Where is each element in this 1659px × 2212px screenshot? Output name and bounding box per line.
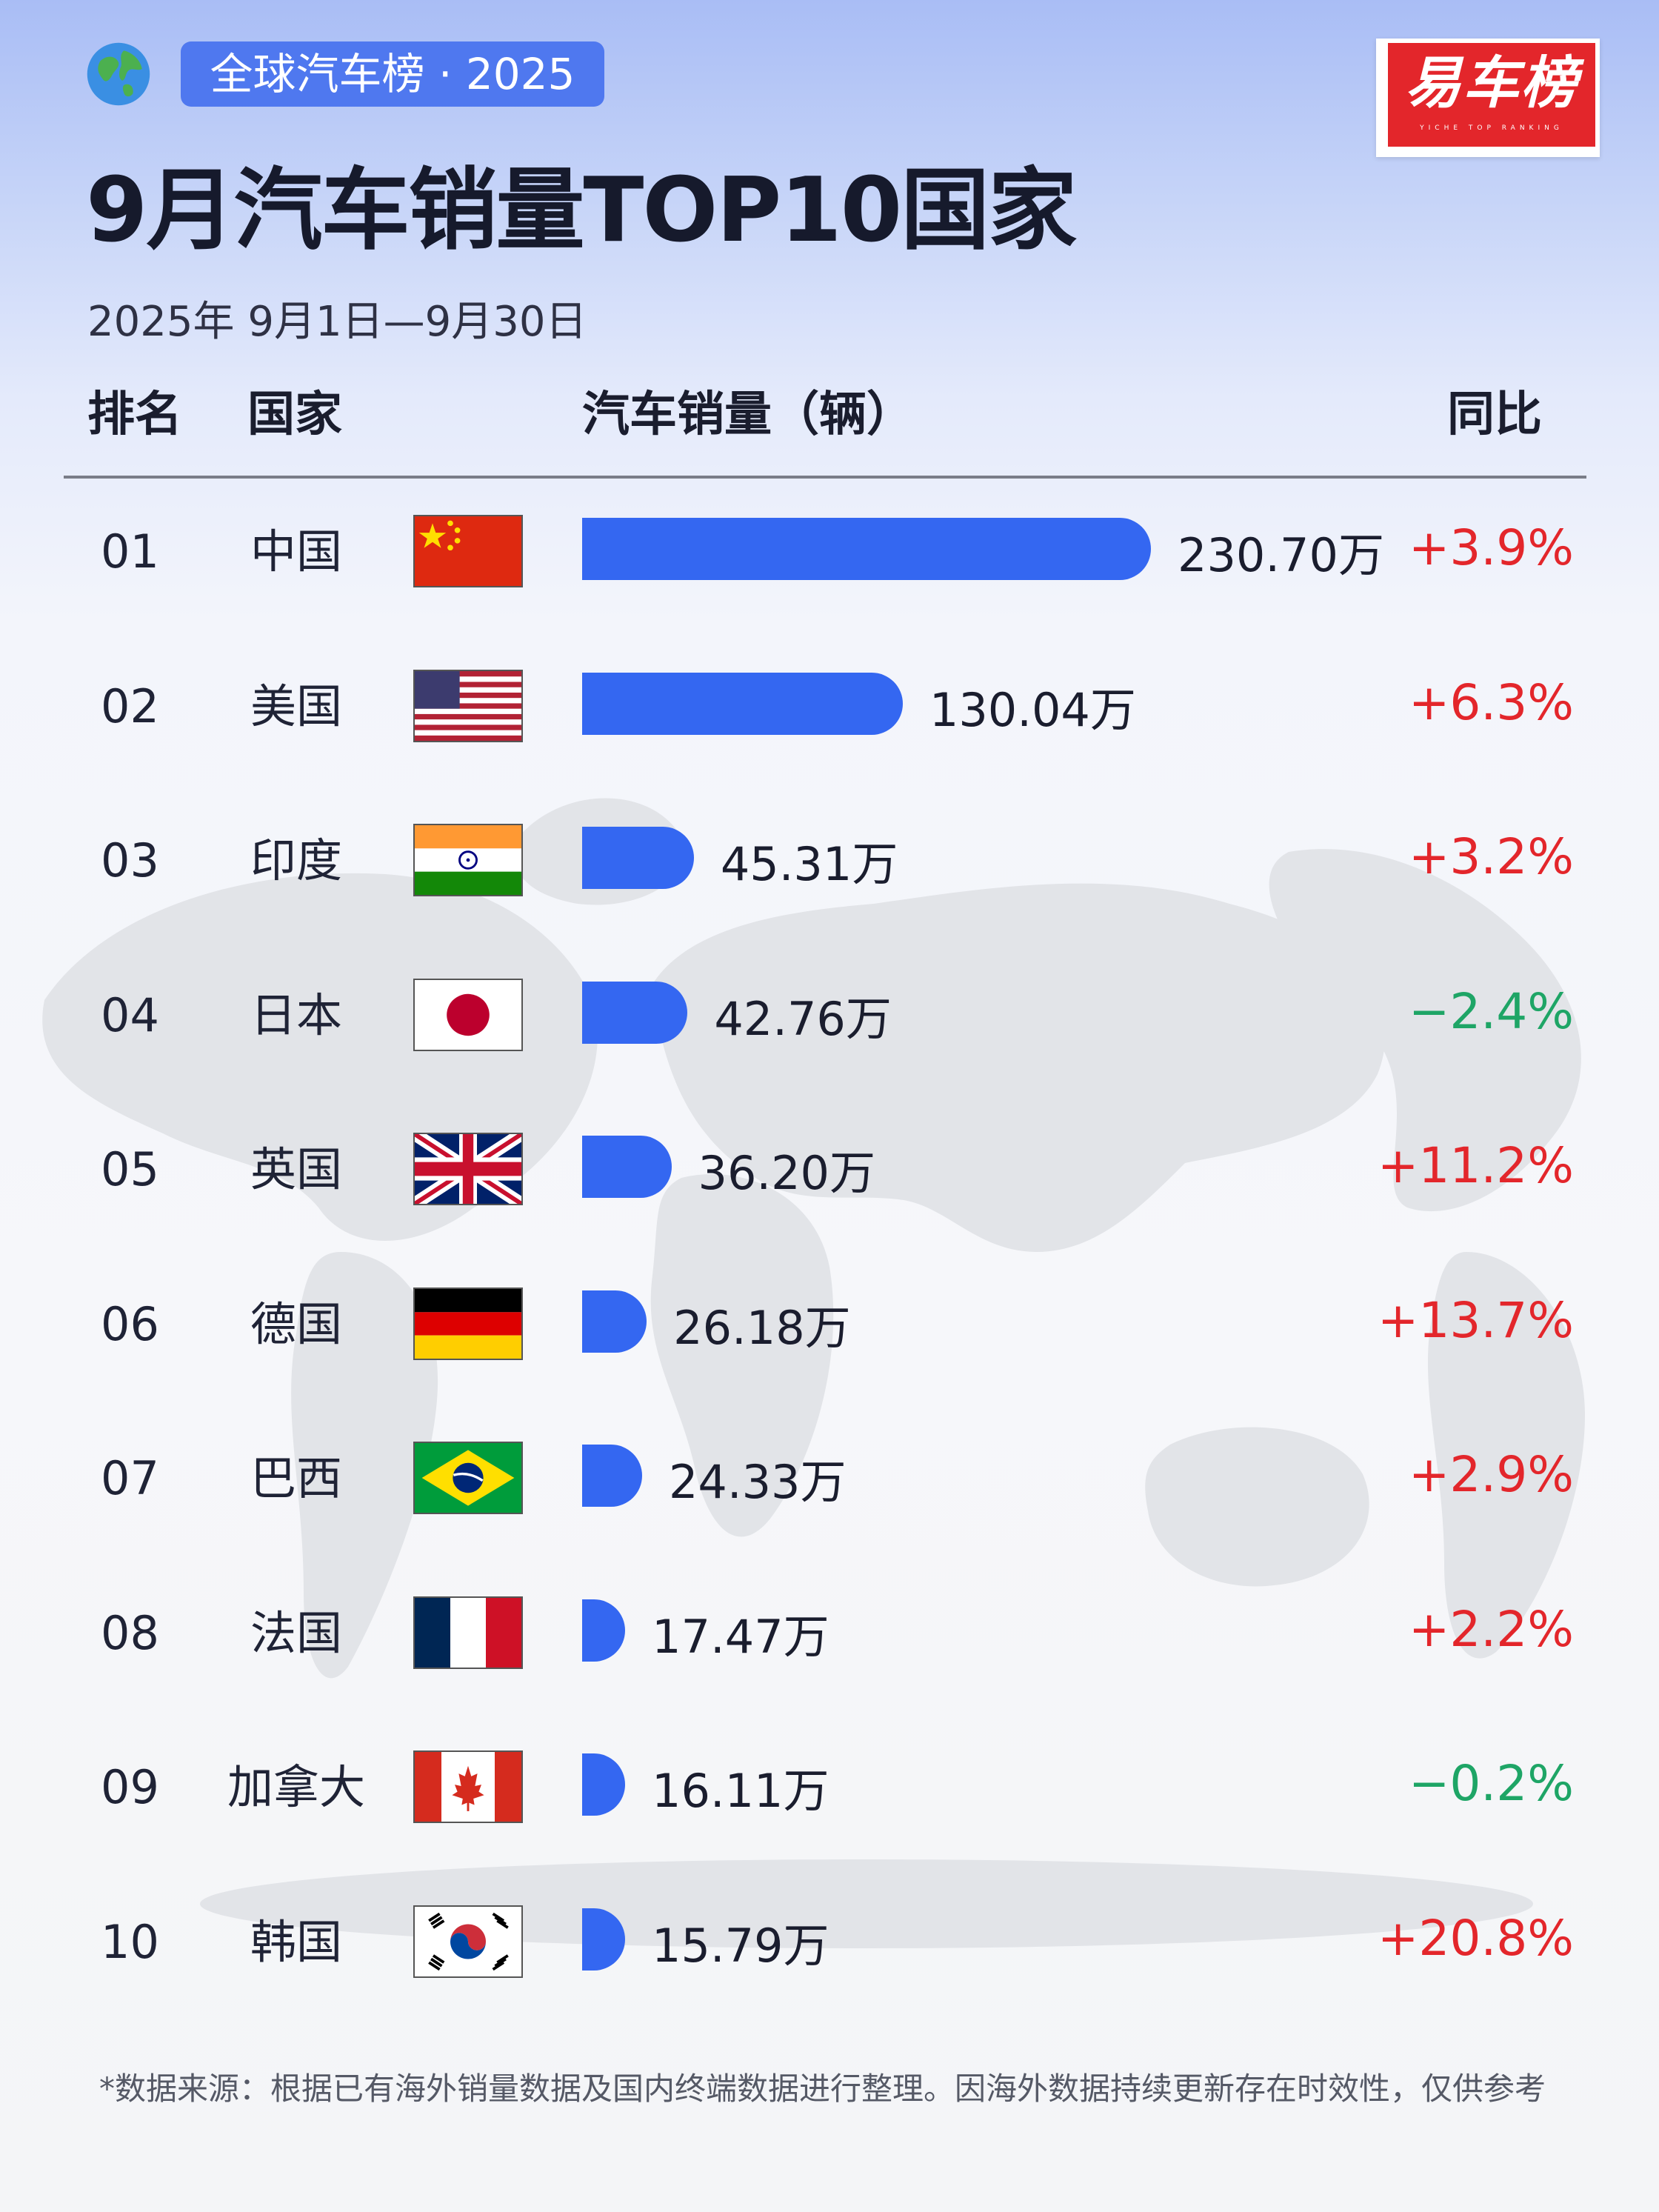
yoy-change-label: +2.9% [1409,1446,1574,1503]
sales-bar [582,1753,625,1816]
table-row: 06 德国 26.18万 +13.7% [0,1280,1659,1369]
rank-label: 02 [101,679,159,733]
rank-label: 03 [101,833,159,887]
yoy-change-label: +20.8% [1378,1909,1574,1967]
sales-value-label: 15.79万 [652,1918,830,1973]
date-range: 2025年 9月1日—9月30日 [87,298,587,346]
yoy-change-label: +3.2% [1409,828,1574,885]
country-label: 英国 [250,1142,342,1196]
country-label: 法国 [250,1605,342,1660]
sales-bar [582,1136,672,1198]
yoy-change-label: +11.2% [1378,1137,1574,1194]
page-title: 9月汽车销量TOP10国家 [86,159,1077,262]
yoy-change-label: +2.2% [1409,1600,1574,1658]
column-header-sales: 汽车销量（辆） [582,387,914,442]
yoy-change-label: +6.3% [1409,673,1574,731]
sales-value-label: 36.20万 [698,1146,876,1200]
sales-value-label: 230.70万 [1178,528,1384,582]
india-flag-icon [413,824,523,896]
country-label: 韩国 [250,1914,342,1969]
table-row: 04 日本 42.76万 −2.4% [0,971,1659,1060]
data-source-footnote: *数据来源：根据已有海外销量数据及国内终端数据进行整理。因海外数据持续更新存在时… [99,2071,1546,2107]
table-row: 07 巴西 24.33万 +2.9% [0,1434,1659,1523]
ranking-badge: 全球汽车榜 · 2025 [181,41,604,107]
table-row: 05 英国 36.20万 +11.2% [0,1125,1659,1214]
table-row: 09 加拿大 16.11万 −0.2% [0,1743,1659,1832]
rank-label: 01 [101,524,159,579]
country-label: 德国 [250,1296,342,1351]
rank-label: 07 [101,1451,159,1505]
table-row: 01 中国 230.70万 +3.9% [0,507,1659,596]
column-header-country: 国家 [247,387,342,442]
brazil-flag-icon [413,1442,523,1514]
logo-text: 易车榜 [1405,50,1578,116]
column-header-yoy: 同比 [1447,387,1542,442]
globe-icon [87,42,150,106]
sales-value-label: 42.76万 [714,991,892,1046]
table-row: 08 法国 17.47万 +2.2% [0,1589,1659,1678]
rank-label: 04 [101,987,159,1042]
country-label: 中国 [250,524,342,579]
country-label: 加拿大 [227,1760,365,1814]
country-label: 日本 [250,987,342,1042]
canada-flag-icon [413,1750,523,1823]
country-label: 美国 [250,679,342,733]
france-flag-icon [413,1596,523,1669]
korea-flag-icon [413,1905,523,1978]
sales-bar [582,1445,642,1507]
yiche-ranking-logo: 易车榜 YICHE TOP RANKING [1376,39,1600,157]
table-row: 10 韩国 15.79万 +20.8% [0,1898,1659,1987]
sales-bar [582,1599,626,1662]
yoy-change-label: +13.7% [1378,1291,1574,1349]
rank-label: 06 [101,1296,159,1351]
sales-bar [582,672,903,735]
rank-label: 08 [101,1605,159,1660]
sales-bar [582,827,694,889]
header-divider [64,476,1586,479]
column-header-rank: 排名 [87,387,182,442]
yoy-change-label: −0.2% [1409,1755,1574,1812]
sales-bar [582,981,688,1044]
logo-subtext: YICHE TOP RANKING [1420,124,1563,132]
uk-flag-icon [413,1133,523,1205]
rank-label: 10 [101,1914,159,1969]
sales-value-label: 130.04万 [929,682,1136,737]
sales-value-label: 26.18万 [673,1300,851,1355]
table-row: 03 印度 45.31万 +3.2% [0,816,1659,905]
yoy-change-label: +3.9% [1409,519,1574,576]
country-label: 印度 [250,833,342,887]
rank-label: 05 [101,1142,159,1196]
sales-bar [582,518,1151,580]
sales-value-label: 16.11万 [652,1764,830,1818]
country-label: 巴西 [250,1451,342,1505]
table-row: 02 美国 130.04万 +6.3% [0,662,1659,751]
china-flag-icon [413,515,523,587]
sales-value-label: 24.33万 [668,1455,847,1509]
yoy-change-label: −2.4% [1409,982,1574,1040]
sales-bar [582,1908,625,1971]
germany-flag-icon [413,1287,523,1360]
sales-value-label: 17.47万 [652,1609,830,1664]
usa-flag-icon [413,669,523,742]
sales-value-label: 45.31万 [720,837,898,891]
rank-label: 09 [101,1760,159,1814]
japan-flag-icon [413,978,523,1051]
sales-bar [582,1290,647,1353]
